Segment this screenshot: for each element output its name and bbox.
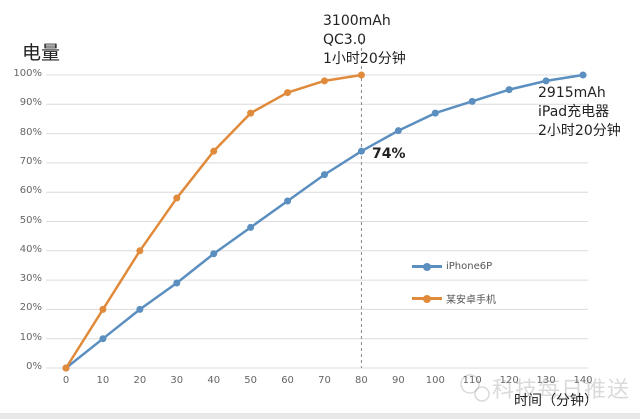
data-point [136, 305, 144, 313]
y-tick-label: 80% [19, 126, 42, 138]
data-point [579, 71, 587, 79]
data-point [210, 250, 218, 258]
y-tick-label: 30% [19, 273, 42, 285]
wechat-icon-small [474, 386, 490, 402]
data-point [468, 97, 476, 105]
y-tick-label: 50% [19, 214, 42, 226]
data-point [321, 171, 328, 179]
watermark: 科技每日推送 [492, 378, 631, 403]
data-point [431, 109, 439, 117]
y-tick-label: 10% [19, 331, 42, 343]
y-tick-label: 0% [26, 361, 42, 372]
y-tick-label: 20% [19, 302, 42, 314]
x-axis-title: 时间（分钟） [514, 393, 598, 409]
x-tick-label: 100 [425, 375, 445, 386]
x-tick-label: 120 [499, 375, 519, 386]
data-point [357, 147, 365, 155]
y-tick-label: 100% [13, 68, 42, 79]
data-point [247, 109, 255, 117]
data-point [210, 147, 218, 155]
legend-marker-icon [412, 294, 442, 303]
y-axis-title: 电量 [22, 42, 61, 64]
data-point [357, 71, 365, 79]
x-tick-label: 130 [536, 375, 556, 386]
wechat-icon [460, 374, 480, 394]
data-point [173, 279, 181, 287]
x-tick-label: 140 [573, 375, 593, 386]
y-tick-label: 90% [19, 97, 42, 109]
x-tick-label: 0 [62, 375, 70, 386]
data-point [99, 305, 107, 313]
x-tick-label: 90 [391, 375, 405, 386]
x-tick-label: 60 [281, 375, 294, 386]
data-point [505, 86, 513, 94]
legend-label: iPhone6P [446, 261, 493, 272]
data-point [542, 77, 550, 85]
y-tick-label: 60% [19, 185, 42, 197]
data-point [136, 247, 144, 255]
data-point [173, 194, 181, 202]
x-tick-label: 70 [318, 375, 331, 386]
data-point [394, 127, 402, 135]
data-point [321, 77, 328, 85]
x-tick-label: 80 [355, 375, 368, 386]
x-tick-label: 20 [133, 375, 147, 386]
value-callout-74: 74% [372, 146, 406, 162]
x-tick-label: 10 [96, 375, 110, 386]
data-point [247, 223, 255, 231]
x-tick-label: 110 [462, 375, 482, 386]
data-point [284, 89, 292, 97]
data-point [62, 364, 70, 372]
data-point [99, 335, 107, 343]
legend-item-android: 某安卓手机 [412, 291, 496, 306]
legend-label: 某安卓手机 [446, 295, 496, 306]
y-tick-label: 70% [19, 155, 42, 167]
iphone-annotation: 2915mAh iPad充电器 2小时20分钟 [538, 85, 621, 139]
android-annotation: 3100mAh QC3.0 1小时20分钟 [323, 13, 406, 67]
x-tick-label: 50 [244, 375, 257, 386]
x-tick-label: 30 [170, 375, 184, 386]
legend-item-iphone: iPhone6P [412, 261, 492, 272]
legend-marker-icon [412, 262, 442, 271]
x-tick-label: 40 [207, 375, 221, 386]
y-tick-label: 40% [19, 243, 42, 255]
bottom-divider [0, 413, 640, 419]
data-point [284, 197, 292, 205]
